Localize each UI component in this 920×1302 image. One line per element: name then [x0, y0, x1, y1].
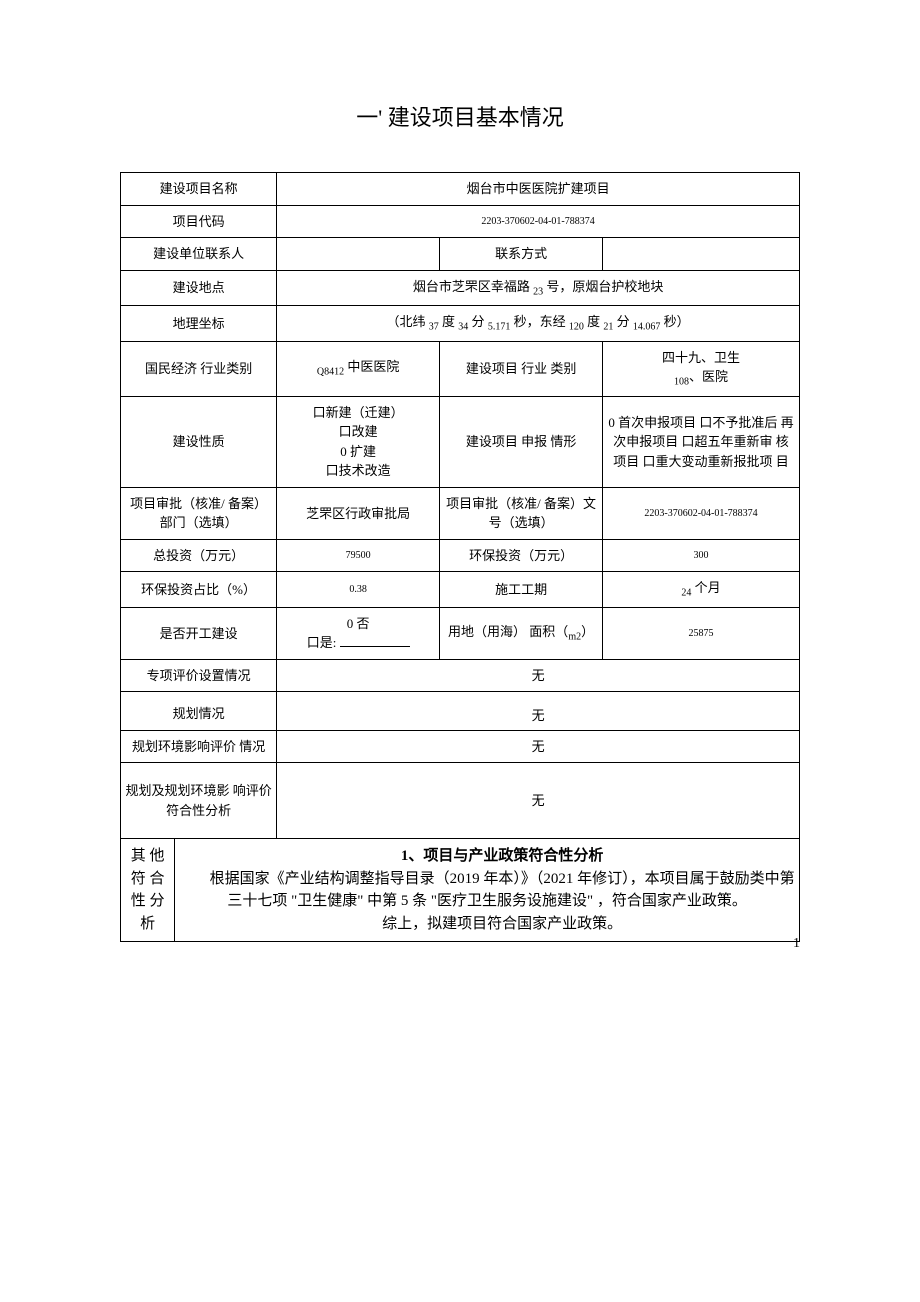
approval-no: 2203-370602-04-01-788374: [603, 487, 800, 539]
land-label: 用地（用海） 面积（m2）: [440, 607, 603, 659]
started-opt2: 口是:: [307, 635, 340, 650]
page-title: 一' 建设项目基本情况: [120, 100, 800, 132]
coord-min1: 34: [458, 322, 468, 333]
plan-label: 规划情况: [121, 692, 277, 731]
industry: 四十九、卫生 108、医院: [603, 341, 800, 396]
analysis-cell: 1、项目与产业政策符合性分析 根据国家《产业结构调整指导目录（2019 年本）》…: [175, 839, 800, 942]
econ-class-label: 国民经济 行业类别: [121, 341, 277, 396]
page-number: 1: [793, 936, 800, 952]
started-opt1: 0 否: [347, 616, 370, 631]
industry-label: 建设项目 行业 类别: [440, 341, 603, 396]
project-name-label: 建设项目名称: [121, 173, 277, 206]
other-label: 其 他符 合性 分 析: [121, 839, 175, 942]
land-unit: m2: [568, 632, 581, 643]
land-label-pre: 用地（用海） 面积（: [448, 624, 568, 639]
analysis-p1: 根据国家《产业结构调整指导目录（2019 年本）》（2021 年修订），本项目属…: [179, 868, 795, 913]
declare-text: 0 首次申报项目 口不予批准后 再次申报项目 口超五年重新审 核项目 口重大变动…: [603, 396, 800, 487]
declare-label: 建设项目 申报 情形: [440, 396, 603, 487]
plan-env-label: 规划环境影响评价 情况: [121, 730, 277, 763]
nature-label: 建设性质: [121, 396, 277, 487]
started-options: 0 否 口是:: [277, 607, 440, 659]
industry-line2: 、医院: [689, 369, 728, 384]
coord-m3: 秒，东经: [510, 314, 569, 329]
started-blank: [340, 633, 410, 647]
plan-conf: 无: [277, 763, 800, 839]
coord: （北纬 37 度 34 分 5.171 秒，东经 120 度 21 分 14.0…: [277, 306, 800, 342]
approval-dept: 芝罘区行政审批局: [277, 487, 440, 539]
approval-dept-label: 项目审批（核准/ 备案）部门（选填）: [121, 487, 277, 539]
analysis-p2: 综上，拟建项目符合国家产业政策。: [179, 913, 795, 936]
env-ratio-label: 环保投资占比（%）: [121, 572, 277, 608]
nature-opt4: 口技术改造: [326, 463, 391, 478]
approval-no-label: 项目审批（核准/ 备案）文号（选填）: [440, 487, 603, 539]
contact-method: [603, 238, 800, 271]
location-num: 23: [533, 286, 543, 297]
special-eval: 无: [277, 659, 800, 692]
duration: 24 个月: [603, 572, 800, 608]
coord-min2: 21: [603, 322, 613, 333]
coord-post: 秒）: [660, 314, 689, 329]
total-invest-label: 总投资（万元）: [121, 539, 277, 572]
analysis-heading: 1、项目与产业政策符合性分析: [179, 845, 795, 868]
coord-m1: 度: [439, 314, 459, 329]
project-code: 2203-370602-04-01-788374: [277, 205, 800, 238]
coord-m5: 分: [613, 314, 633, 329]
land-label-post: ）: [581, 624, 594, 639]
duration-label: 施工工期: [440, 572, 603, 608]
duration-unit: 个月: [691, 580, 720, 595]
form-table: 建设项目名称 烟台市中医医院扩建项目 项目代码 2203-370602-04-0…: [120, 172, 800, 942]
location-pre: 烟台市芝罘区幸福路: [413, 279, 533, 294]
env-ratio: 0.38: [277, 572, 440, 608]
contact-method-label: 联系方式: [440, 238, 603, 271]
plan-env: 无: [277, 730, 800, 763]
coord-label: 地理坐标: [121, 306, 277, 342]
project-code-label: 项目代码: [121, 205, 277, 238]
econ-class: Q8412 中医医院: [277, 341, 440, 396]
project-name: 烟台市中医医院扩建项目: [277, 173, 800, 206]
coord-m4: 度: [584, 314, 604, 329]
location: 烟台市芝罘区幸福路 23 号，原烟台护校地块: [277, 270, 800, 306]
econ-class-code: Q8412: [317, 367, 344, 378]
econ-class-text: 中医医院: [344, 359, 399, 374]
env-invest: 300: [603, 539, 800, 572]
started-label: 是否开工建设: [121, 607, 277, 659]
special-eval-label: 专项评价设置情况: [121, 659, 277, 692]
industry-line1: 四十九、卫生: [662, 350, 740, 365]
nature-opt2: 口改建: [339, 424, 378, 439]
contact-person: [277, 238, 440, 271]
industry-num: 108: [674, 377, 689, 388]
total-invest: 79500: [277, 539, 440, 572]
coord-m2: 分: [468, 314, 488, 329]
plan-conf-label: 规划及规划环境影 响评价符合性分析: [121, 763, 277, 839]
contact-person-label: 建设单位联系人: [121, 238, 277, 271]
coord-deg1: 37: [429, 322, 439, 333]
land-area: 25875: [603, 607, 800, 659]
coord-deg2: 120: [569, 322, 584, 333]
location-label: 建设地点: [121, 270, 277, 306]
duration-num: 24: [681, 588, 691, 599]
nature-options: 口新建（迁建） 口改建 0 扩建 口技术改造: [277, 396, 440, 487]
coord-sec1: 5.171: [488, 322, 511, 333]
nature-opt1: 口新建（迁建）: [313, 405, 404, 420]
location-post: 号，原烟台护校地块: [543, 279, 663, 294]
plan: 无: [277, 692, 800, 731]
coord-pre: （北纬: [387, 314, 429, 329]
env-invest-label: 环保投资（万元）: [440, 539, 603, 572]
nature-opt3: 0 扩建: [340, 444, 376, 459]
coord-sec2: 14.067: [633, 322, 661, 333]
